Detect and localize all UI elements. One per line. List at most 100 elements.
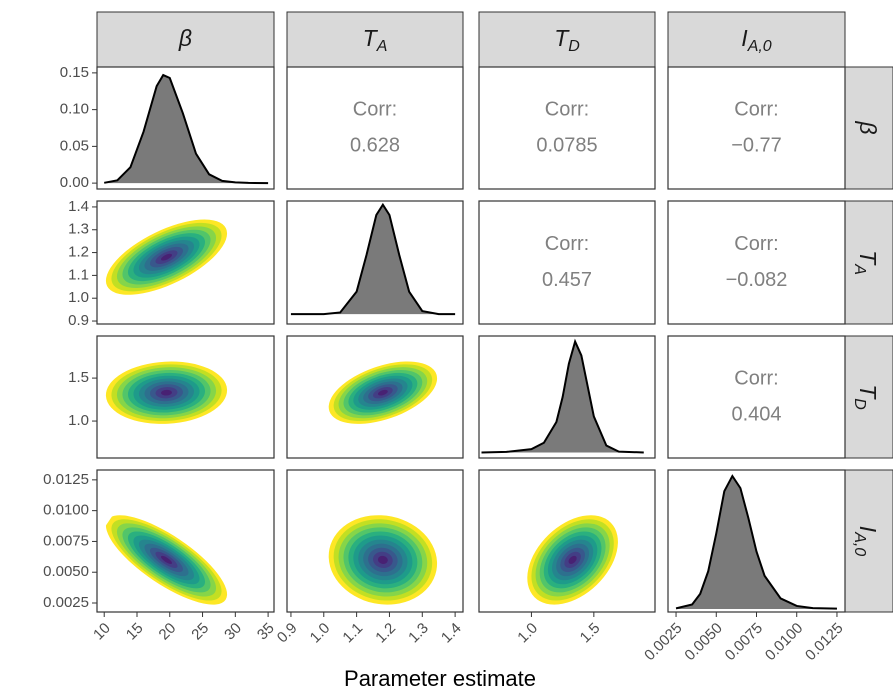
y-tick-label: 1.4 xyxy=(68,198,89,215)
panel-background xyxy=(668,67,845,189)
strip-right xyxy=(844,200,893,325)
density-line xyxy=(104,73,269,185)
y-tick-label: 1.5 xyxy=(68,369,89,386)
strip-subscript: A xyxy=(851,263,868,275)
panel xyxy=(286,335,464,459)
strip-symbol: T xyxy=(855,250,881,266)
density-level xyxy=(568,555,577,564)
panel xyxy=(478,469,656,613)
panel-background xyxy=(668,201,845,324)
strip-subscript: A,0 xyxy=(747,38,772,55)
panel-background xyxy=(287,67,463,189)
y-tick-label: 0.00 xyxy=(60,174,89,191)
y-tick-label: 1.3 xyxy=(68,221,89,238)
density-line xyxy=(290,202,456,316)
x-tick-label: 1.1 xyxy=(339,620,366,647)
panel-border xyxy=(478,469,656,613)
strip-right xyxy=(844,66,893,190)
y-tick-label: 0.05 xyxy=(60,137,89,154)
y-tick-label: 0.15 xyxy=(60,64,89,81)
corr-title: Corr: xyxy=(734,98,778,120)
x-tick-label: 1.4 xyxy=(438,620,465,647)
x-tick-label: 0.0100 xyxy=(762,620,806,664)
corr-value: −0.082 xyxy=(726,269,788,291)
density-area xyxy=(104,75,269,184)
panel-border xyxy=(96,66,275,190)
y-tick-label: 0.9 xyxy=(68,312,89,329)
panel: Corr: 0.457 xyxy=(478,200,656,325)
strip-label: TA xyxy=(363,25,388,55)
corr-title: Corr: xyxy=(734,233,778,255)
x-tick-label: 1.5 xyxy=(577,620,604,647)
panel xyxy=(96,335,275,459)
x-tick-label: 1.2 xyxy=(372,620,399,647)
panel-border xyxy=(478,66,656,190)
panel-border xyxy=(286,66,464,190)
strip-subscript: D xyxy=(851,398,868,410)
density-level xyxy=(160,555,172,564)
strip-top xyxy=(667,11,846,68)
corr-title: Corr: xyxy=(545,98,589,120)
strip-symbol: T xyxy=(554,25,570,51)
x-tick-label: 0.0075 xyxy=(722,620,766,664)
strip-label: β xyxy=(855,120,881,134)
x-tick-label: 35 xyxy=(254,620,278,644)
y-tick-label: 1.1 xyxy=(68,266,89,283)
x-tick-label: 30 xyxy=(221,620,245,644)
y-tick-label: 0.0050 xyxy=(43,563,89,580)
strip-top xyxy=(478,11,656,68)
panel-border xyxy=(478,200,656,325)
strip-subscript: A,0 xyxy=(851,531,868,556)
strip-label: IA,0 xyxy=(851,526,881,557)
corr-title: Corr: xyxy=(353,98,397,120)
panel: Corr: −0.77 xyxy=(667,66,846,190)
strip-symbol: β xyxy=(855,120,881,134)
corr-value: 0.457 xyxy=(542,269,592,291)
x-tick-label: 15 xyxy=(123,620,147,644)
strip-symbol: I xyxy=(855,526,881,533)
corr-value: −0.77 xyxy=(731,134,782,156)
y-tick-label: 0.0100 xyxy=(43,502,89,519)
strip-right xyxy=(844,335,893,459)
strip-label: TD xyxy=(851,384,881,410)
density-line xyxy=(675,474,837,610)
panel-border xyxy=(667,200,846,325)
corr-title: Corr: xyxy=(734,367,778,389)
panel-background xyxy=(479,201,655,324)
x-tick-label: 25 xyxy=(188,620,212,644)
panel xyxy=(96,66,275,190)
y-tick-label: 0.0125 xyxy=(43,471,89,488)
y-tick-label: 0.10 xyxy=(60,101,89,118)
strip-top xyxy=(96,11,275,68)
panel xyxy=(96,469,275,613)
corr-value: 0.628 xyxy=(350,134,400,156)
panel-background xyxy=(479,67,655,189)
panel-border xyxy=(96,335,275,459)
corr-title: Corr: xyxy=(545,233,589,255)
strip-symbol: I xyxy=(741,25,748,51)
panel-border xyxy=(286,469,464,613)
strip-label: β xyxy=(178,25,192,51)
x-tick-label: 1.0 xyxy=(514,620,541,647)
y-tick-label: 0.0075 xyxy=(43,532,89,549)
corr-value: 0.0785 xyxy=(536,134,597,156)
panel-border xyxy=(286,200,464,325)
y-tick-label: 1.0 xyxy=(68,412,89,429)
corr-value: 0.404 xyxy=(731,403,781,425)
panel: Corr: 0.0785 xyxy=(478,66,656,190)
density-line xyxy=(481,338,644,454)
panel-border xyxy=(667,66,846,190)
panel-border xyxy=(96,200,275,325)
panel xyxy=(96,200,275,325)
x-axis-label: Parameter estimate xyxy=(344,666,536,691)
panel xyxy=(286,200,464,325)
y-tick-label: 1.2 xyxy=(68,244,89,261)
panel-background xyxy=(668,336,845,458)
strip-symbol: T xyxy=(855,384,881,400)
density-area xyxy=(676,476,837,609)
panel xyxy=(286,469,464,613)
x-tick-label: 0.0025 xyxy=(641,620,685,664)
x-tick-label: 1.0 xyxy=(307,620,334,647)
strip-symbol: T xyxy=(363,25,379,51)
strip-subscript: D xyxy=(568,38,580,55)
